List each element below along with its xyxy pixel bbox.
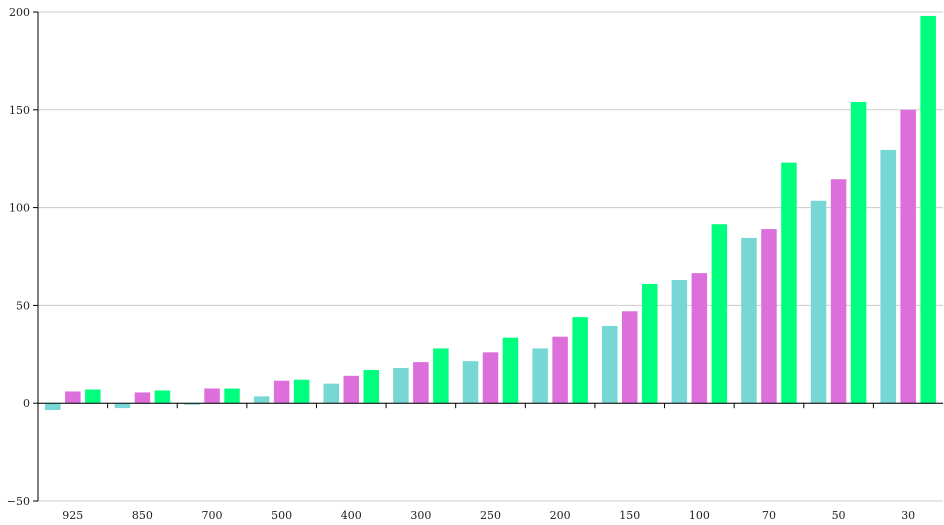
bar-series2-30 xyxy=(900,109,916,404)
bar-series2-100 xyxy=(691,273,708,404)
x-tick-label: 400 xyxy=(341,509,362,522)
bar-series2-400 xyxy=(343,375,360,404)
y-tick-labels: −50 0 50 100 150 200 xyxy=(7,6,30,508)
bar-series1-200 xyxy=(532,348,548,404)
x-tick-label: 925 xyxy=(62,509,83,522)
y-tick-label: 0 xyxy=(23,397,30,410)
bar-series2-700 xyxy=(204,388,220,404)
y-tick-label: 100 xyxy=(9,202,30,215)
bar-series1-30 xyxy=(880,149,896,404)
x-tick-label: 300 xyxy=(410,509,431,522)
bar-series3-925 xyxy=(85,389,101,404)
bar-series1-50 xyxy=(810,200,827,404)
bar-series2-500 xyxy=(273,380,290,404)
x-tick-labels: 925 850 700 500 400 300 250 200 150 100 70 50 30 xyxy=(62,509,915,522)
bar-series3-400 xyxy=(363,369,380,404)
bar-series2-200 xyxy=(552,336,568,404)
bar-series1-250 xyxy=(462,361,479,404)
y-tick-label: −50 xyxy=(7,495,30,508)
bar-series1-850 xyxy=(114,403,131,409)
bar-series1-70 xyxy=(741,237,757,404)
bar-series3-250 xyxy=(502,337,519,404)
bars xyxy=(45,15,936,411)
bar-series3-200 xyxy=(572,317,588,404)
bar-series3-150 xyxy=(641,283,658,404)
bar-series1-500 xyxy=(253,396,270,404)
bar-series3-500 xyxy=(293,379,310,404)
y-tick-label: 50 xyxy=(16,299,30,312)
bar-series2-150 xyxy=(621,311,638,404)
x-tick-label: 150 xyxy=(619,509,640,522)
bar-series3-700 xyxy=(224,388,240,404)
bar-series2-300 xyxy=(413,362,429,404)
x-tick-label: 850 xyxy=(132,509,153,522)
bar-series3-850 xyxy=(154,390,171,404)
bar-series2-250 xyxy=(482,352,499,404)
bar-series3-50 xyxy=(850,101,867,404)
bar-series1-400 xyxy=(323,383,340,404)
x-tick-label: 700 xyxy=(202,509,223,522)
bar-series2-70 xyxy=(761,229,777,404)
x-tick-label: 250 xyxy=(480,509,501,522)
x-tick-label: 200 xyxy=(550,509,571,522)
bar-series1-300 xyxy=(393,367,409,404)
axes xyxy=(33,11,943,502)
bar-series3-100 xyxy=(711,224,728,404)
x-tick-label: 50 xyxy=(832,509,846,522)
grid-lines xyxy=(38,11,943,502)
bar-series1-100 xyxy=(671,279,688,404)
bar-series2-850 xyxy=(134,392,151,404)
bar-series1-700 xyxy=(184,403,200,405)
x-tick-label: 100 xyxy=(689,509,710,522)
x-tick-label: 30 xyxy=(901,509,915,522)
x-tick-label: 500 xyxy=(271,509,292,522)
bar-series1-150 xyxy=(601,325,618,404)
bar-series3-300 xyxy=(433,348,449,404)
bar-series3-30 xyxy=(920,15,936,404)
y-tick-label: 150 xyxy=(9,104,30,117)
x-tick-label: 70 xyxy=(762,509,776,522)
bar-series2-50 xyxy=(830,179,847,404)
bar-series1-925 xyxy=(45,403,61,411)
y-tick-label: 200 xyxy=(9,6,30,19)
bar-series3-70 xyxy=(781,162,797,404)
bar-series2-925 xyxy=(65,391,81,404)
